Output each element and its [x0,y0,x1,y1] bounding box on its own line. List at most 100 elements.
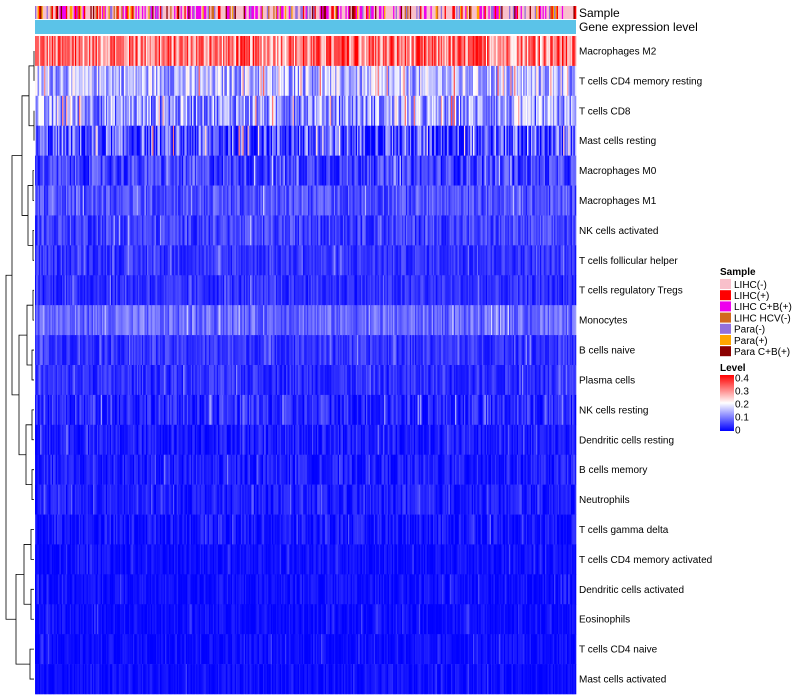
heatmap-cell [290,185,292,216]
heatmap-cell [210,335,212,366]
heatmap-cell [416,125,418,156]
heatmap-cell [344,125,346,156]
heatmap-cell [221,95,224,127]
heatmap-cell [118,65,121,97]
heatmap-cell [36,125,38,156]
heatmap-cell [235,245,238,276]
heatmap-cell [283,335,286,366]
sample-annotation-cell [536,6,538,19]
heatmap-cell [238,335,241,366]
heatmap-cell [438,36,440,67]
heatmap-cell [161,65,163,97]
heatmap-cell [132,125,135,156]
heatmap-cell [319,65,322,97]
heatmap-cell [424,305,426,336]
heatmap-cell [518,245,520,276]
heatmap-cell [556,245,559,276]
heatmap-cell [403,245,405,276]
heatmap-cell [129,245,131,276]
heatmap-cell [71,36,73,67]
heatmap-cell [120,245,122,276]
sample-annotation-cell [306,6,309,19]
heatmap-cell [301,125,304,156]
heatmap-cell [430,65,433,97]
heatmap-cell [331,275,333,306]
heatmap-cell [45,155,47,186]
heatmap-cell [481,125,484,156]
heatmap-cell [144,36,147,67]
heatmap-cell [498,95,501,127]
heatmap-cell [132,185,135,216]
heatmap-cell [247,125,250,156]
heatmap-cell [541,305,543,336]
heatmap-cell [451,335,453,366]
heatmap-cell [456,335,458,366]
heatmap-cell [76,215,78,246]
heatmap-cell [481,95,484,127]
heatmap-cell [73,125,76,156]
heatmap-cell [512,245,515,276]
heatmap-cell [313,215,315,246]
heatmap-cell [559,275,561,306]
heatmap-cell [543,125,546,156]
heatmap-cell [528,185,530,216]
heatmap-cell [138,335,140,366]
heatmap-cell [322,335,324,366]
heatmap-cell [38,215,41,246]
heatmap-cell [371,36,373,67]
heatmap-cell [219,275,221,306]
heatmap-cell [418,65,421,97]
heatmap-cell [196,125,198,156]
heatmap-cell [480,155,483,186]
sample-annotation-cell [556,6,559,19]
heatmap-cell [206,275,208,306]
sample-annotation-cell [274,6,277,19]
heatmap-cell [318,95,320,127]
heatmap-cell [341,185,344,216]
heatmap-cell [198,36,201,67]
heatmap-cell [403,215,405,246]
heatmap-cell [394,275,396,306]
heatmap-cell [559,125,561,156]
heatmap-cell [167,305,170,336]
heatmap-cell [407,65,409,97]
heatmap-cell [261,335,264,366]
heatmap-cell [541,65,543,97]
heatmap-cell [463,245,466,276]
heatmap-cell [493,215,496,246]
heatmap-cell [337,215,340,246]
heatmap-cell [259,215,261,246]
heatmap-cell [257,215,260,246]
heatmap-cell [350,185,353,216]
dendrogram-branch [5,274,16,620]
heatmap-cell [201,185,203,216]
heatmap-cell [345,155,348,186]
heatmap-cell [399,155,402,186]
heatmap-cell [168,95,171,127]
heatmap-cell [413,215,416,246]
heatmap-cell [457,155,460,186]
heatmap-cell [547,305,550,336]
heatmap-cell [77,305,80,336]
heatmap-cell [42,185,45,216]
heatmap-cell [199,215,202,246]
sample-annotation-cell [71,6,73,19]
heatmap-cell [500,155,502,186]
heatmap-cell [398,335,400,366]
heatmap-cell [174,95,176,127]
heatmap-cell [507,125,510,156]
heatmap-cell [306,155,309,186]
heatmap-cell [49,95,51,127]
heatmap-cell [219,155,221,186]
heatmap-cell [309,95,311,127]
heatmap-cell [122,215,125,246]
heatmap-cell [40,305,42,336]
heatmap-cell [300,125,302,156]
heatmap-cell [358,305,360,336]
heatmap-cell [317,305,319,336]
heatmap-cell [457,95,460,127]
heatmap-cell [309,215,311,246]
heatmap-cell [286,185,288,216]
heatmap-cell [505,65,507,97]
heatmap-cell [83,95,86,127]
